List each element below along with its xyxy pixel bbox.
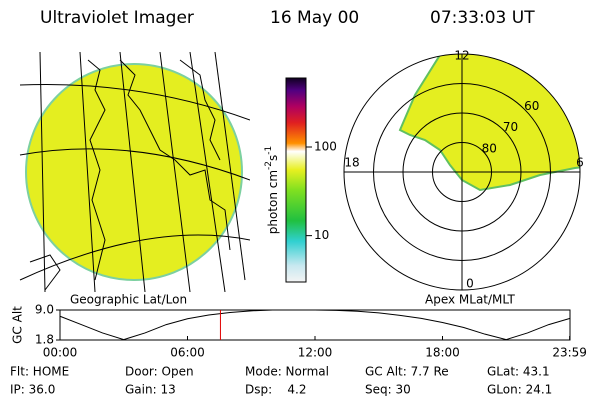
time: 07:33:03 UT [430,8,535,28]
info-field: Mode: Normal [245,365,329,379]
lat-label: 70 [503,120,518,134]
x-tick-label: 23:59 [552,346,587,360]
lat-circle [373,83,551,261]
x-tick-label: 06:00 [170,346,205,360]
panel-label: Geographic Lat/Lon [70,293,187,307]
info-field: GLat: 43.1 [487,365,550,379]
info-field: Door: Open [125,365,194,379]
lat-label: 60 [524,99,539,113]
mlt-label: 12 [454,49,469,63]
info-field: GC Alt: 7.7 Re [365,365,449,379]
mlt-label: 0 [466,277,474,291]
info-field: Seq: 30 [365,383,411,397]
info-field: Flt: HOME [10,365,69,379]
panel-label: Apex MLat/MLT [425,293,515,307]
x-tick-label: 18:00 [425,346,460,360]
colorbar-tick-label: 100 [314,139,337,153]
info-field: Dsp: 4.2 [245,383,307,397]
x-tick-label: 00:00 [43,346,78,360]
info-field: IP: 36.0 [10,383,55,397]
lat-circle [402,112,522,232]
x-tick-label: 12:00 [298,346,333,360]
colorbar-tick-label: 10 [314,228,329,242]
mlt-label: 6 [576,156,584,170]
lat-circle [432,142,492,202]
lat-label: 80 [482,141,497,155]
y-tick-label: 9.0 [35,303,54,317]
y-tick-label: 1.8 [35,333,54,347]
y-axis-label: GC Alt [11,306,25,344]
info-field: Gain: 13 [125,383,176,397]
polar-image [343,53,581,291]
geographic-image [19,52,250,292]
mlt-label: 18 [344,156,359,170]
colorbar-label: photon cm-2s-1 [264,146,280,235]
altitude-line [59,309,571,341]
colorbar [285,77,307,283]
date: 16 May 00 [270,8,359,28]
info-field: GLon: 24.1 [487,383,552,397]
title: Ultraviolet Imager [40,8,194,28]
